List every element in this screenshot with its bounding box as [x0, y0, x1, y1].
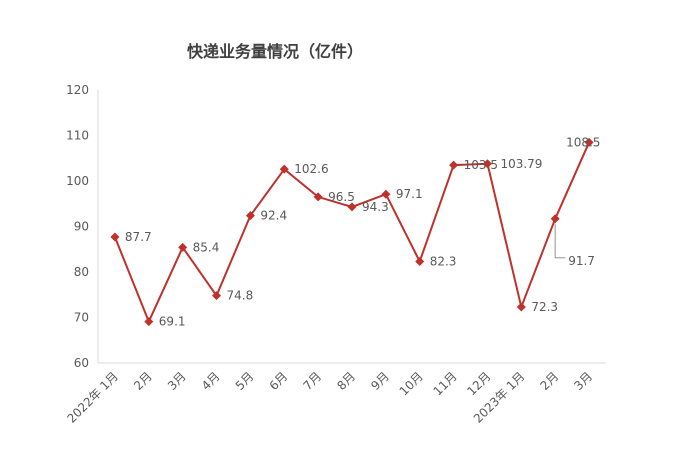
data-label: 91.7 [568, 254, 595, 268]
data-label: 82.3 [430, 255, 457, 269]
data-label: 92.4 [260, 209, 287, 223]
x-tick-label: 4月 [199, 369, 223, 393]
data-point-marker [415, 257, 425, 267]
data-point-marker [212, 291, 222, 301]
x-tick-label: 10月 [397, 369, 426, 398]
series-markers [110, 137, 594, 327]
data-point-marker [313, 192, 323, 202]
data-label: 87.7 [125, 230, 152, 244]
x-tick-label: 5月 [233, 369, 257, 393]
data-point-marker [550, 214, 560, 224]
data-point-marker [516, 302, 526, 312]
x-tick-label: 7月 [300, 369, 324, 393]
x-tick-label: 9月 [368, 369, 392, 393]
data-label: 85.4 [193, 240, 220, 254]
data-point-marker [279, 164, 289, 174]
y-tick-label: 110 [66, 129, 89, 143]
x-tick-label: 2022年 1月 [64, 369, 121, 426]
data-point-marker [144, 317, 154, 327]
data-point-marker [110, 232, 120, 242]
chart-title: 快递业务量情况（亿件） [186, 42, 363, 61]
label-leader-line [554, 223, 566, 259]
y-tick-label: 70 [74, 311, 89, 325]
y-tick-label: 80 [74, 265, 89, 279]
x-tick-label: 3月 [571, 369, 595, 393]
data-point-marker [347, 202, 357, 212]
data-point-marker [178, 242, 188, 252]
y-tick-label: 60 [74, 356, 89, 370]
data-label: 108.5 [566, 135, 600, 149]
y-tick-label: 100 [66, 174, 89, 188]
x-tick-label: 11月 [431, 369, 460, 398]
data-point-marker [449, 160, 459, 170]
data-label: 102.6 [294, 162, 328, 176]
data-point-marker [584, 137, 594, 147]
data-point-marker [482, 159, 492, 169]
data-label: 72.3 [531, 300, 558, 314]
data-label: 96.5 [328, 190, 355, 204]
x-tick-label: 8月 [334, 369, 358, 393]
y-tick-label: 120 [66, 83, 89, 97]
x-tick-label: 12月 [464, 369, 493, 398]
data-label: 94.3 [362, 200, 389, 214]
data-label: 103.5 [464, 158, 498, 172]
label-leader-lines [554, 223, 566, 259]
y-tick-label: 90 [74, 220, 89, 234]
x-tick-label: 2月 [538, 369, 562, 393]
y-tick-labels: 60 70 80 90 100 110 120 [66, 83, 89, 370]
data-point-marker [381, 189, 391, 199]
x-tick-label: 6月 [267, 369, 291, 393]
x-tick-label: 2月 [131, 369, 155, 393]
data-labels: 87.7 69.1 85.4 74.8 92.4 102.696.5 94.3 97.1 82.… [125, 135, 600, 328]
data-point-marker [245, 211, 255, 221]
x-tick-label: 3月 [165, 369, 189, 393]
data-label: 69.1 [159, 315, 186, 329]
data-label: 103.79 [500, 157, 542, 171]
data-label: 97.1 [396, 187, 423, 201]
data-label: 74.8 [227, 289, 254, 303]
